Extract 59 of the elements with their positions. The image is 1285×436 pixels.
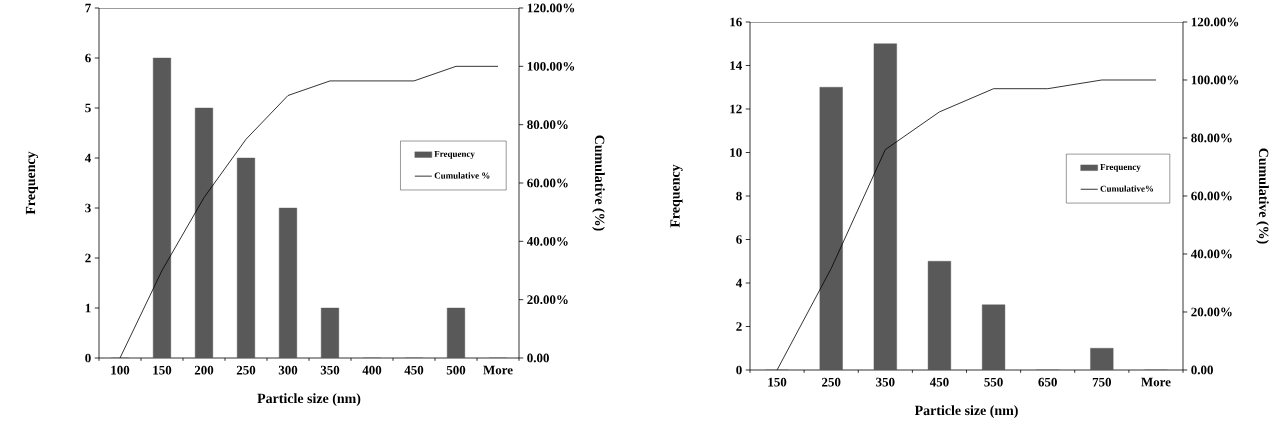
y-axis-title: Frequency — [670, 164, 683, 228]
y-tick-label: 0 — [736, 365, 742, 375]
legend-label: Frequency — [434, 150, 475, 159]
x-tick-label: 350 — [320, 365, 340, 375]
y2-axis-title: Cumulative (%) — [592, 135, 605, 231]
x-tick-label: 500 — [446, 365, 466, 375]
x-tick-label: More — [483, 365, 513, 375]
x-axis-title: Particle size (nm) — [257, 393, 361, 406]
y2-tick-label: 40.00% — [526, 236, 568, 246]
x-tick-label: 150 — [768, 377, 787, 387]
x-tick-label: 450 — [404, 365, 424, 375]
x-tick-label: 200 — [194, 365, 214, 375]
legend-label: Cumulative % — [434, 172, 490, 179]
y2-tick-label: 20.00% — [527, 295, 568, 305]
x-axis-title: Particle size (nm) — [914, 405, 1018, 418]
y2-tick-label: 80.00% — [1191, 133, 1232, 143]
x-tick-label: 450 — [929, 377, 949, 387]
y2-tick-label: 100.00% — [527, 61, 575, 71]
x-tick-label: 100 — [111, 365, 130, 375]
y-tick-label: 2 — [736, 322, 742, 331]
y-tick-label: 1 — [85, 303, 91, 313]
y-tick-label: 6 — [736, 235, 742, 244]
y-tick-label: 3 — [85, 203, 91, 213]
legend-label: Frequency — [1100, 164, 1141, 172]
x-tick-label: 300 — [278, 365, 298, 375]
y-tick-label: 4 — [84, 153, 91, 163]
y2-tick-label: 60.00% — [1191, 191, 1232, 201]
x-tick-label: More — [1141, 377, 1171, 387]
y2-tick-label: 120.00% — [1191, 17, 1239, 27]
y2-tick-label: 20.00% — [1191, 307, 1232, 317]
y-tick-label: 12 — [730, 104, 742, 114]
y-tick-label: 16 — [730, 17, 742, 27]
y-tick-label: 4 — [735, 278, 742, 288]
y-tick-label: 5 — [85, 103, 91, 113]
y-tick-label: 2 — [85, 253, 91, 263]
y2-tick-label: 40.00% — [1190, 249, 1232, 259]
x-tick-label: 250 — [236, 365, 256, 375]
x-tick-label: 250 — [822, 377, 841, 387]
y2-tick-label: 0.00 — [527, 353, 549, 363]
y2-tick-label: 120.00% — [527, 3, 575, 13]
legend-label: Cumulative% — [1100, 185, 1154, 192]
y-tick-label: 10 — [730, 148, 742, 157]
y-tick-label: 14 — [730, 61, 742, 70]
y2-axis-title: Cumulative (%) — [1256, 148, 1269, 244]
y2-tick-label: 60.00% — [527, 178, 568, 188]
x-tick-label: 750 — [1092, 377, 1112, 387]
y-tick-label: 6 — [85, 53, 91, 63]
y2-tick-label: 100.00% — [1191, 75, 1239, 85]
x-tick-label: 650 — [1038, 377, 1057, 387]
y-tick-label: 7 — [85, 3, 91, 13]
x-tick-label: 550 — [984, 377, 1003, 387]
x-tick-label: 350 — [876, 377, 895, 387]
x-tick-label: 150 — [153, 365, 172, 375]
y-tick-label: 8 — [736, 191, 742, 201]
y2-tick-label: 0.00 — [1191, 365, 1213, 375]
y2-tick-label: 80.00% — [527, 120, 568, 130]
x-tick-label: 400 — [362, 365, 382, 375]
y-axis-title: Frequency — [25, 151, 39, 215]
y-tick-label: 0 — [85, 353, 91, 363]
